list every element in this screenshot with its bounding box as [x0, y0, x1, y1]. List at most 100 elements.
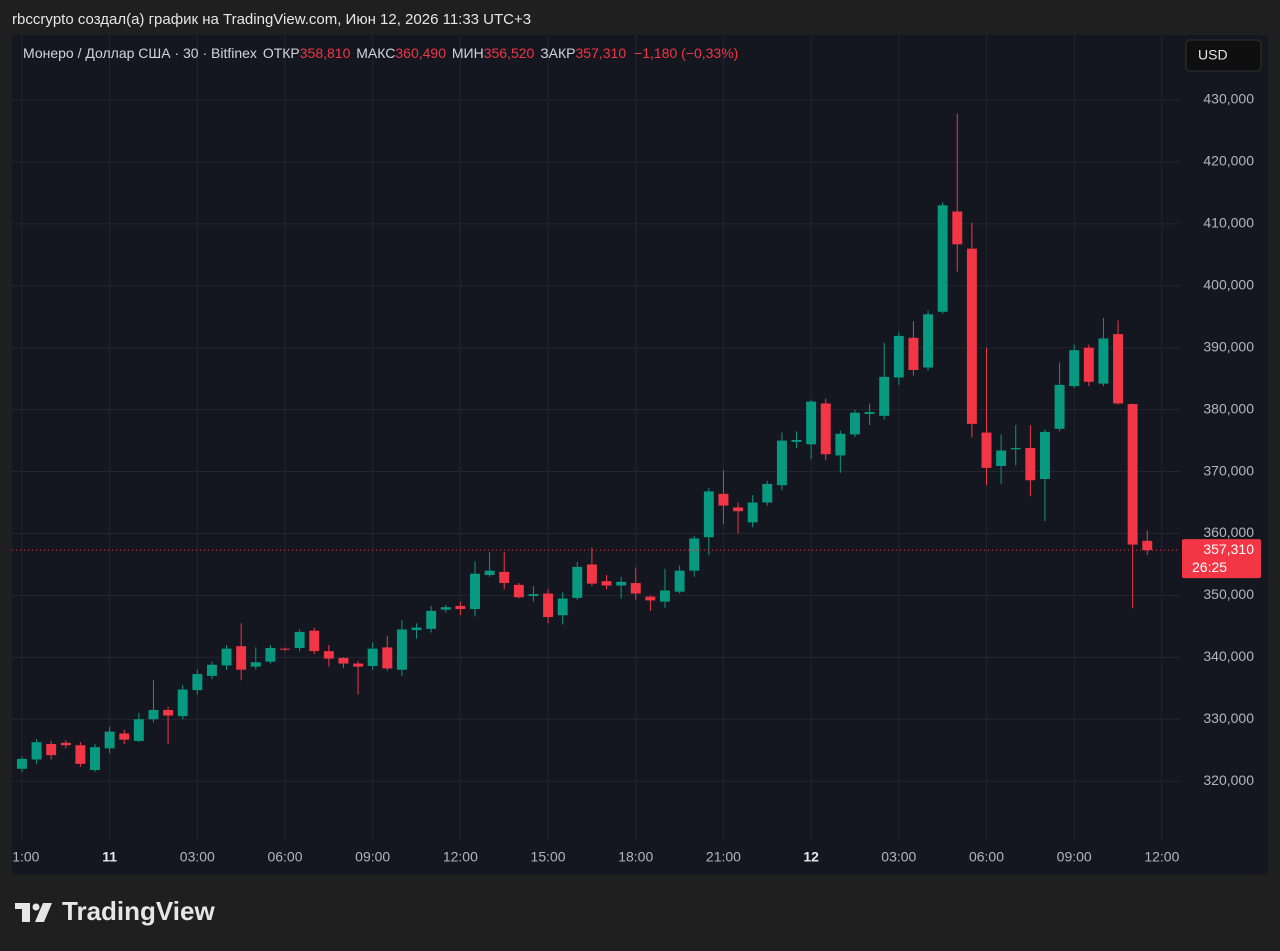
candle-body [16, 758, 27, 769]
candle-body [280, 648, 290, 650]
candle-body [294, 631, 305, 649]
candle-body [937, 205, 948, 312]
candle-body [206, 664, 217, 676]
change: −1,180 (−0,33%) [634, 45, 738, 61]
y-tick-label: 330,000 [1203, 710, 1254, 726]
candle-body [133, 719, 144, 741]
candle-body [236, 646, 247, 670]
high-label: МАКС [356, 45, 395, 61]
x-axis-labels: 21:00 11 03:00 06:00 09:00 12:00 15:00 18:00 21:… [4, 849, 1180, 865]
candle-body [75, 745, 86, 764]
candle-body [513, 584, 524, 598]
candle-body [835, 433, 846, 456]
candle-body [806, 401, 817, 445]
x-tick-label: 09:00 [1057, 849, 1092, 865]
y-tick-label: 350,000 [1203, 586, 1254, 602]
candle-body [396, 629, 407, 670]
countdown: 26:25 [1192, 559, 1227, 575]
candle-body [1025, 448, 1036, 481]
caption: rbccrypto создал(а) график на TradingVie… [12, 11, 531, 28]
candle-body [411, 627, 422, 631]
x-tick-label: 03:00 [180, 849, 215, 865]
x-tick-label: 21:00 [4, 849, 39, 865]
candle-body [864, 412, 875, 414]
candle-body [309, 630, 320, 652]
x-tick-label: 21:00 [706, 849, 741, 865]
candle-body [820, 403, 831, 455]
candle-body [499, 571, 510, 584]
candle-body [952, 211, 963, 245]
candle-body [528, 594, 539, 597]
candle-body [470, 573, 480, 610]
y-tick-label: 340,000 [1203, 648, 1254, 664]
candle-body [1010, 448, 1021, 450]
candle-body [586, 564, 597, 584]
candle-body [689, 538, 700, 571]
open-label: ОТКР [263, 45, 300, 61]
close-label: ЗАКР [540, 45, 575, 61]
candle-body [440, 607, 451, 610]
candle-body [426, 610, 437, 629]
candle-body [703, 491, 714, 538]
candle-body [250, 662, 261, 667]
candle-body [893, 335, 904, 378]
candle-body [90, 747, 100, 771]
y-tick-label: 430,000 [1203, 91, 1254, 107]
candle-body [1113, 334, 1124, 404]
candle-body [733, 507, 744, 512]
open-value: 358,810 [300, 45, 351, 61]
candle-body [192, 674, 203, 691]
candle-body [353, 663, 364, 667]
x-tick-label: 12:00 [1144, 849, 1179, 865]
last-price-label: 357,310 [1203, 541, 1254, 557]
candle-body [630, 583, 641, 594]
x-tick-label: 15:00 [531, 849, 566, 865]
y-tick-label: 420,000 [1203, 153, 1254, 169]
symbol: Монеро / Доллар США · 30 · Bitfinex [23, 45, 257, 61]
candle-body [557, 598, 568, 616]
candle-body [718, 493, 729, 506]
low-value: 356,520 [484, 45, 535, 61]
high-value: 360,490 [395, 45, 446, 61]
x-tick-label: 12 [803, 849, 819, 865]
currency-button[interactable] [1185, 39, 1262, 72]
candle-body [1142, 540, 1153, 551]
legend: Монеро / Доллар США · 30 · Bitfinex ОТКР… [23, 45, 738, 61]
candle-body [46, 744, 57, 756]
candle-body [1069, 350, 1080, 387]
y-tick-label: 380,000 [1203, 400, 1254, 416]
candle-body [601, 581, 612, 586]
x-tick-label: 03:00 [881, 849, 916, 865]
candle-body [338, 657, 349, 664]
candle-body [572, 566, 583, 598]
candle-body [119, 733, 130, 740]
close-value: 357,310 [576, 45, 627, 61]
candle-body [148, 709, 159, 720]
brand: TradingView [62, 896, 215, 926]
candle-body [791, 439, 802, 442]
x-tick-label: 12:00 [443, 849, 478, 865]
y-tick-label: 400,000 [1203, 276, 1254, 292]
currency[interactable]: USD [1198, 47, 1228, 63]
candle-body [323, 651, 334, 659]
candle-body [265, 648, 276, 662]
candle-body [104, 731, 115, 749]
low-label: МИН [452, 45, 484, 61]
candle-body [996, 450, 1007, 466]
candle-body [1127, 404, 1138, 545]
x-tick-label: 06:00 [969, 849, 1004, 865]
x-tick-label: 06:00 [267, 849, 302, 865]
candle-body [879, 376, 890, 416]
candle-body [455, 605, 466, 610]
y-tick-label: 360,000 [1203, 524, 1254, 540]
y-tick-label: 390,000 [1203, 338, 1254, 354]
brand-logo [15, 903, 52, 922]
candle-body [776, 440, 787, 486]
last-price-badge [1182, 539, 1261, 579]
chart-panel [12, 35, 1268, 875]
x-tick-label: 18:00 [618, 849, 653, 865]
x-tick-label: 11 [102, 849, 117, 865]
candle-body [60, 742, 71, 746]
x-tick-label: 09:00 [355, 849, 390, 865]
y-tick-label: 370,000 [1203, 462, 1254, 478]
